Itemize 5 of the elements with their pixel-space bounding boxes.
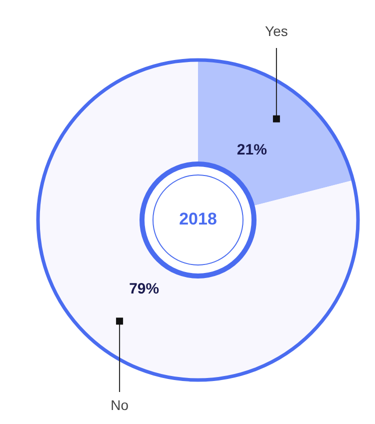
- slice-label: No: [110, 397, 129, 413]
- data-label: 79%: [129, 280, 160, 298]
- data-label: 21%: [236, 141, 267, 158]
- text: 2018: [179, 209, 217, 228]
- slice-label: Yes: [265, 23, 288, 39]
